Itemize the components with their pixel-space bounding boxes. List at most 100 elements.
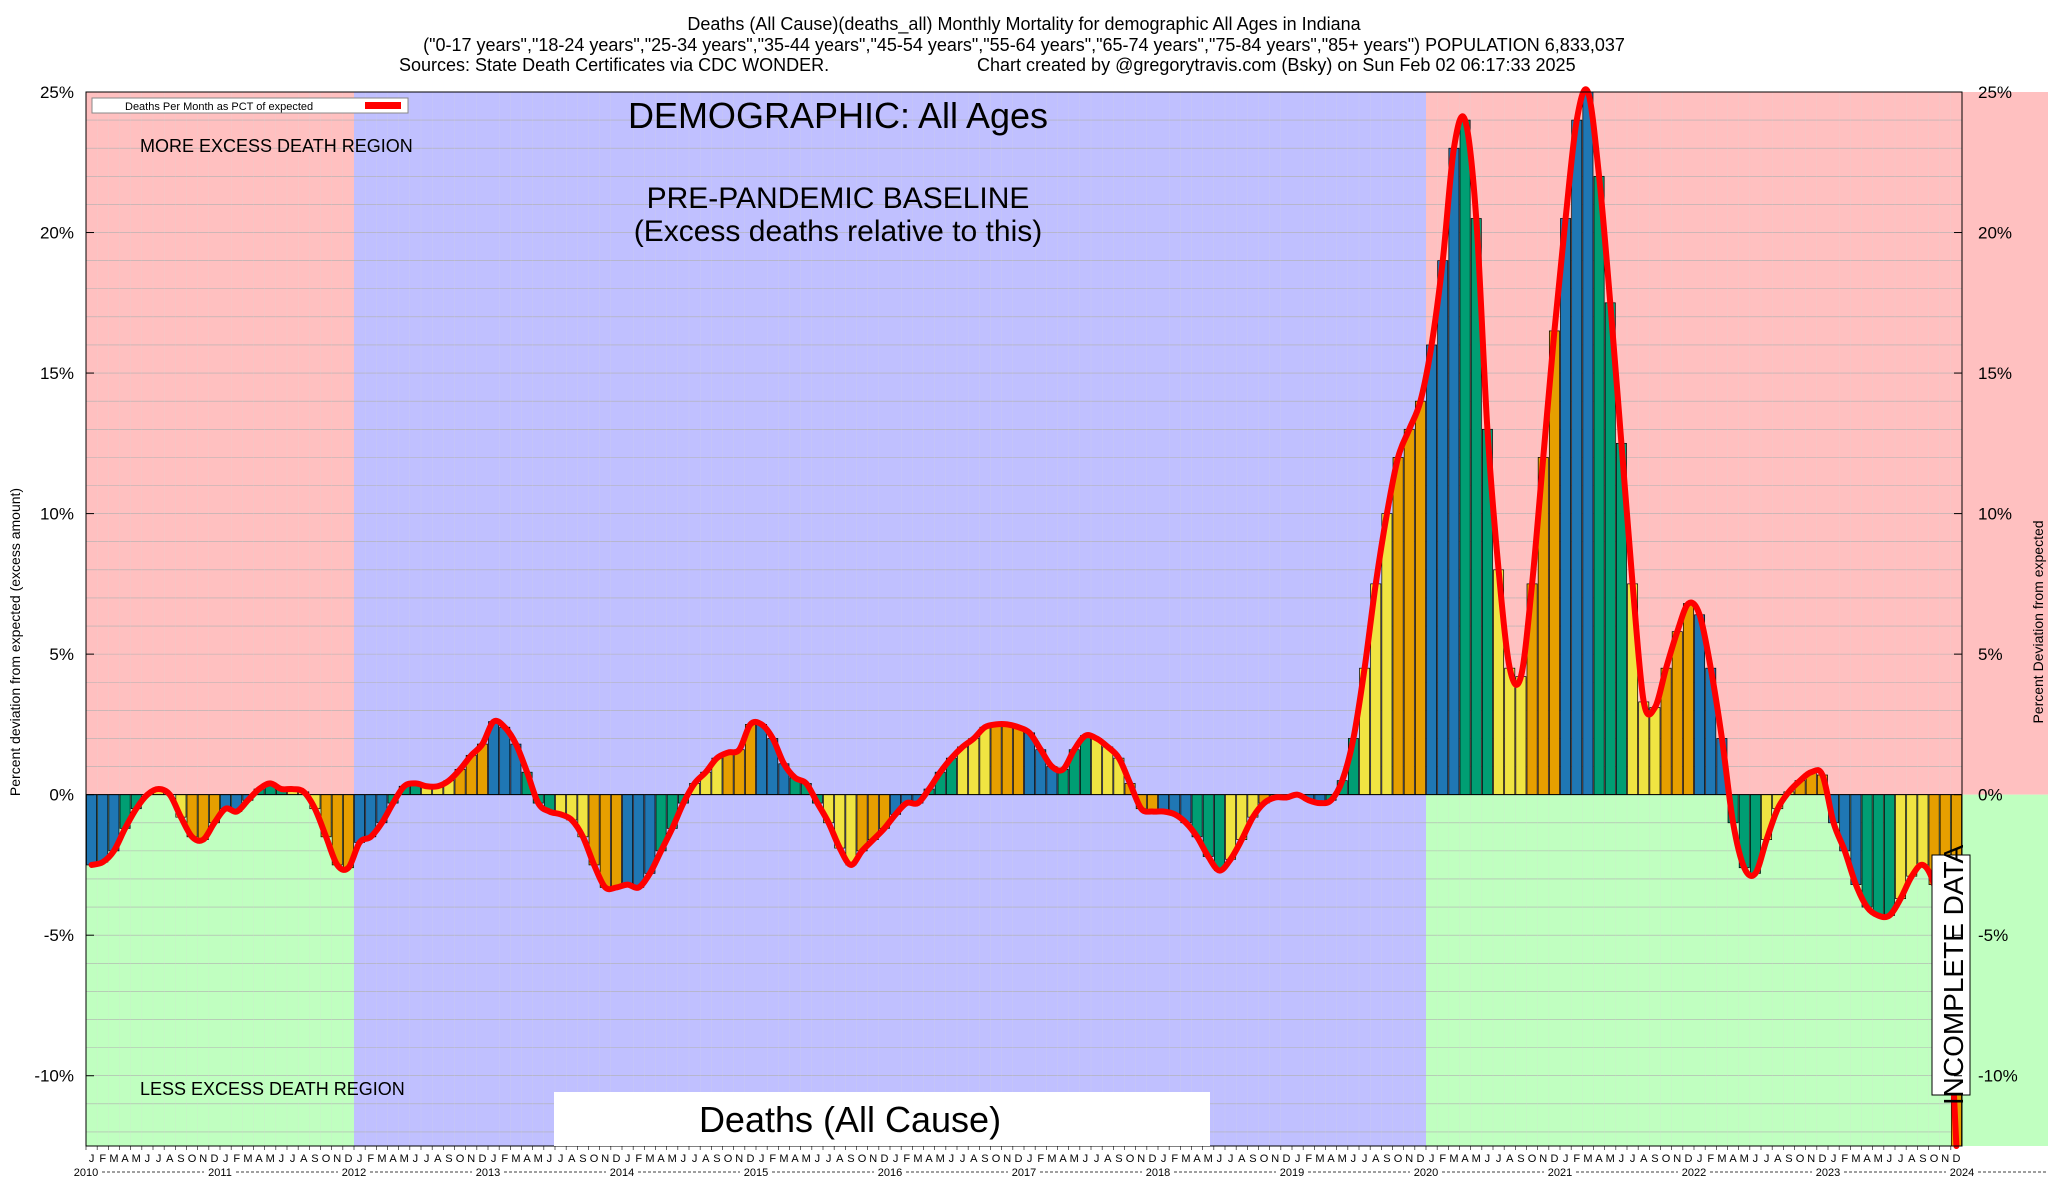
bar	[1906, 794, 1918, 877]
month-tick-label: J	[1697, 1153, 1703, 1165]
header-line-1: Deaths (All Cause)(deaths_all) Monthly M…	[687, 14, 1361, 35]
bar	[354, 794, 366, 843]
y-tick-label: 0%	[49, 786, 74, 805]
month-tick-label: D	[1952, 1153, 1960, 1165]
month-tick-label: A	[1372, 1153, 1380, 1165]
bar	[610, 794, 622, 888]
y-tick-label: 20%	[40, 224, 74, 243]
month-tick-label: M	[1472, 1153, 1481, 1165]
month-tick-label: A	[1863, 1153, 1871, 1165]
month-tick-label: F	[1305, 1153, 1312, 1165]
month-tick-label: M	[1583, 1153, 1592, 1165]
legend-label: Deaths Per Month as PCT of expected	[125, 101, 313, 113]
month-tick-label: D	[210, 1153, 218, 1165]
month-tick-label: N	[601, 1153, 609, 1165]
bar	[1414, 400, 1426, 796]
month-tick-label: M	[1449, 1153, 1458, 1165]
month-tick-label: M	[400, 1153, 409, 1165]
month-tick-label: J	[424, 1153, 430, 1165]
bar	[1560, 218, 1572, 796]
month-tick-label: O	[456, 1153, 465, 1165]
year-tick-label: 2020	[1414, 1167, 1438, 1179]
month-tick-label: J	[893, 1153, 899, 1165]
month-tick-label: O	[322, 1153, 331, 1165]
header-sources: Sources: State Death Certificates via CD…	[399, 55, 829, 75]
year-tick-label: 2023	[1816, 1167, 1840, 1179]
bar	[1448, 147, 1460, 796]
month-tick-label: J	[357, 1153, 363, 1165]
baseline-region	[354, 92, 1426, 1146]
year-tick-label: 2017	[1012, 1167, 1036, 1179]
month-tick-label: D	[1416, 1153, 1424, 1165]
month-tick-label: D	[880, 1153, 888, 1165]
year-tick-label: 2022	[1682, 1167, 1706, 1179]
month-tick-label: A	[523, 1153, 531, 1165]
month-tick-label: J	[1563, 1153, 1569, 1165]
month-tick-label: J	[759, 1153, 765, 1165]
month-tick-label: S	[981, 1153, 988, 1165]
month-tick-label: S	[1785, 1153, 1792, 1165]
deviation-curve	[88, 86, 1960, 1149]
month-tick-label: A	[434, 1153, 442, 1165]
month-tick-label: O	[188, 1153, 197, 1165]
month-tick-label: M	[511, 1153, 520, 1165]
bar	[97, 794, 109, 863]
month-tick-label: F	[903, 1153, 910, 1165]
month-tick-label: O	[1394, 1153, 1403, 1165]
month-tick-label: D	[344, 1153, 352, 1165]
year-tick-label: 2016	[878, 1167, 902, 1179]
month-tick-label: J	[1094, 1153, 1100, 1165]
bar	[1917, 794, 1929, 866]
bar	[1091, 738, 1103, 796]
bar	[499, 726, 511, 796]
month-tick-label: J	[826, 1153, 832, 1165]
month-tick-label: F	[635, 1153, 642, 1165]
month-tick-label: O	[1126, 1153, 1135, 1165]
month-tick-label: J	[1898, 1153, 1904, 1165]
month-tick-label: J	[145, 1153, 151, 1165]
bar	[1872, 794, 1884, 916]
legend-box	[91, 97, 409, 114]
month-tick-label: F	[501, 1153, 508, 1165]
month-tick-label: M	[1851, 1153, 1860, 1165]
month-tick-label: J	[681, 1153, 687, 1165]
month-tick-label: J	[1753, 1153, 1759, 1165]
month-tick-label: M	[802, 1153, 811, 1165]
y-tick-label: 0%	[1978, 786, 2003, 805]
background-regions	[86, 92, 2048, 1146]
month-tick-label: F	[1037, 1153, 1044, 1165]
month-tick-label: O	[724, 1153, 733, 1165]
month-tick-label: D	[1684, 1153, 1692, 1165]
month-tick-label: A	[1193, 1153, 1201, 1165]
month-tick-label: J	[558, 1153, 564, 1165]
month-tick-label: M	[1204, 1153, 1213, 1165]
month-tick-label: N	[467, 1153, 475, 1165]
month-tick-label: J	[1217, 1153, 1223, 1165]
month-tick-label: J	[1630, 1153, 1636, 1165]
y-tick-label: 5%	[1978, 645, 2003, 664]
month-tick-label: F	[233, 1153, 240, 1165]
month-tick-label: A	[389, 1153, 397, 1165]
month-tick-label: S	[713, 1153, 720, 1165]
month-tick-label: A	[970, 1153, 978, 1165]
month-tick-label: D	[746, 1153, 754, 1165]
month-tick-label: S	[1115, 1153, 1122, 1165]
month-tick-label: J	[1887, 1153, 1893, 1165]
month-tick-label: J	[1161, 1153, 1167, 1165]
legend: Deaths Per Month as PCT of expected	[91, 97, 409, 114]
month-tick-label: J	[89, 1153, 95, 1165]
y-tick-label: 25%	[1978, 83, 2012, 102]
y-tick-label: 15%	[1978, 364, 2012, 383]
bar	[1883, 794, 1895, 916]
y-tick-label: 5%	[49, 645, 74, 664]
year-tick-label: 2013	[476, 1167, 500, 1179]
bar	[968, 738, 980, 796]
month-tick-label: A	[1506, 1153, 1514, 1165]
month-tick-label: F	[1171, 1153, 1178, 1165]
y-axis-title-left: Percent deviation from expected (excess …	[7, 488, 23, 796]
month-tick-label: J	[223, 1153, 229, 1165]
month-tick-label: D	[1148, 1153, 1156, 1165]
y-tick-label: -10%	[1978, 1067, 2018, 1086]
month-tick-label: N	[1941, 1153, 1949, 1165]
month-tick-label: M	[534, 1153, 543, 1165]
